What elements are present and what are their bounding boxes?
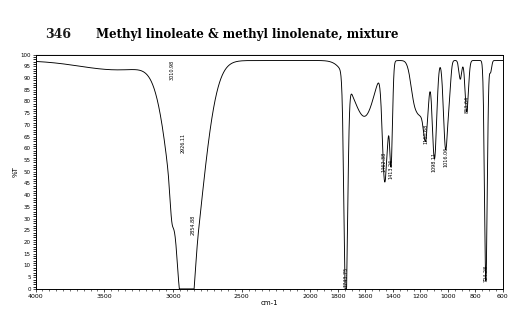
Text: 2926.11: 2926.11 xyxy=(181,133,186,153)
Text: 1098.11: 1098.11 xyxy=(432,152,437,172)
Text: 1413.26: 1413.26 xyxy=(389,159,394,179)
X-axis label: cm-1: cm-1 xyxy=(261,300,278,306)
Text: 2854.88: 2854.88 xyxy=(190,215,196,235)
Text: 346: 346 xyxy=(45,28,71,40)
Text: 1743.75: 1743.75 xyxy=(343,266,348,287)
Text: 3010.98: 3010.98 xyxy=(169,60,174,80)
Text: 1160.68: 1160.68 xyxy=(424,123,428,144)
Text: Methyl linoleate & methyl linolenate, mixture: Methyl linoleate & methyl linolenate, mi… xyxy=(97,28,399,40)
Text: 863.64: 863.64 xyxy=(464,96,469,113)
Y-axis label: %T: %T xyxy=(13,166,19,177)
Text: 724.28: 724.28 xyxy=(484,265,488,282)
Text: 1016.06: 1016.06 xyxy=(443,147,448,167)
Text: 1462.38: 1462.38 xyxy=(382,152,387,172)
